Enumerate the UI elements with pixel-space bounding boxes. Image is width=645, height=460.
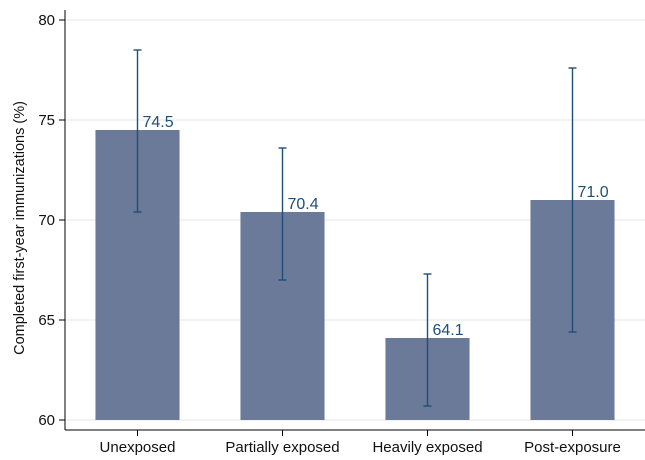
y-tick-label: 80: [38, 12, 55, 29]
error-bar: [133, 49, 142, 213]
y-axis-title: Completed first-year immunizations (%): [12, 101, 28, 355]
y-tick-label: 60: [38, 412, 55, 429]
y-tick-label: 70: [38, 212, 55, 229]
error-bar: [278, 147, 287, 281]
bars: [95, 130, 615, 420]
x-tick-label: Unexposed: [100, 439, 176, 456]
error-bar: [568, 67, 577, 333]
data-labels: 74.5 70.4 64.1 71.0: [143, 114, 609, 339]
y-tick-label: 75: [38, 112, 55, 129]
error-bars: [133, 49, 577, 407]
data-label: 64.1: [433, 322, 464, 339]
data-label: 71.0: [578, 184, 609, 201]
x-ticks: Unexposed Partially exposed Heavily expose…: [100, 430, 621, 456]
x-tick-label: Post-exposure: [524, 439, 621, 456]
data-label: 70.4: [288, 196, 319, 213]
error-bar: [423, 273, 432, 407]
y-tick-label: 65: [38, 312, 55, 329]
x-tick-label: Heavily exposed: [372, 439, 482, 456]
x-tick-label: Partially exposed: [225, 439, 339, 456]
y-ticks: 60 65 70 75 80: [38, 12, 65, 429]
data-label: 74.5: [143, 114, 174, 131]
